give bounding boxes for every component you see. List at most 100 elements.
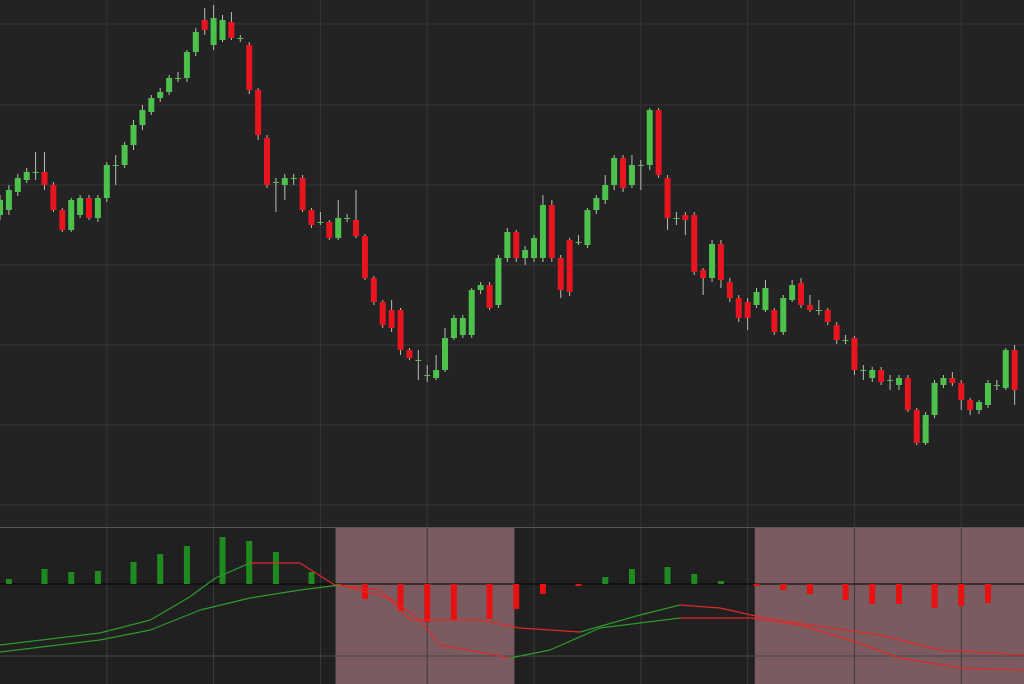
candle-body	[806, 305, 813, 310]
shaded-range	[754, 528, 1024, 684]
candle-body	[993, 385, 1000, 386]
candle-body	[103, 165, 110, 198]
indicator-line	[439, 644, 480, 653]
candle-body	[335, 218, 342, 238]
histogram-bar	[424, 584, 431, 622]
histogram-bar	[869, 584, 876, 604]
candle-body	[442, 338, 449, 370]
indicator-line	[849, 639, 901, 659]
candle-body	[531, 238, 538, 258]
candle-body	[780, 298, 787, 332]
histogram-bar	[780, 584, 787, 590]
indicator-line	[189, 577, 216, 598]
histogram-bar	[308, 572, 315, 584]
indicator-line	[200, 597, 251, 611]
candle-body	[32, 172, 39, 173]
histogram-bar	[486, 584, 493, 619]
candle-body	[575, 242, 582, 243]
candle-body	[602, 185, 609, 200]
candle-body	[415, 360, 422, 361]
histogram-bar	[895, 584, 902, 604]
histogram-bar	[575, 584, 582, 586]
indicator-line	[299, 584, 341, 591]
candle-body	[317, 222, 324, 223]
indicator-line	[760, 616, 811, 626]
candle-body	[192, 32, 199, 52]
histogram-bar	[664, 567, 671, 584]
histogram-bar	[246, 541, 253, 584]
candle-body	[326, 222, 333, 238]
candle-body	[735, 298, 742, 318]
candle-body	[673, 218, 680, 219]
candle-body	[931, 383, 938, 415]
candle-body	[904, 378, 911, 410]
candle-body	[264, 138, 271, 185]
candle-body	[468, 290, 475, 335]
indicator-line	[799, 624, 851, 641]
histogram-bar	[157, 554, 164, 584]
candle-body	[281, 178, 288, 185]
candle-body	[424, 375, 431, 376]
candle-body	[41, 172, 48, 185]
candle-body	[851, 338, 858, 370]
candle-body	[139, 110, 146, 125]
histogram-bar	[753, 584, 760, 586]
candle-body	[495, 258, 502, 305]
candle-body	[290, 178, 297, 179]
candle-body	[121, 145, 128, 165]
candle-body	[23, 172, 30, 180]
candle-body	[210, 18, 217, 45]
candle-body	[14, 178, 21, 192]
histogram-bar	[219, 537, 226, 584]
candle-body	[646, 110, 653, 165]
candle-body	[0, 200, 3, 215]
candle-body	[450, 318, 457, 338]
candle-body	[620, 158, 627, 188]
histogram-bar	[94, 571, 101, 584]
histogram-bar	[717, 581, 724, 584]
candle-body	[789, 285, 796, 300]
indicator-line	[719, 607, 761, 618]
candle-body	[361, 236, 368, 278]
indicator-line	[215, 562, 251, 579]
candle-body	[112, 165, 119, 166]
candle-body	[175, 78, 182, 79]
candle-body	[433, 370, 440, 378]
candle-body	[59, 210, 66, 230]
candle-body	[593, 198, 600, 210]
candle-body	[584, 210, 591, 245]
candle-body	[344, 218, 351, 219]
candle-body	[798, 283, 805, 305]
indicator-line	[580, 614, 641, 633]
candle-body	[255, 90, 262, 135]
candle-body	[833, 325, 840, 340]
candle-body	[94, 198, 101, 218]
candle-body	[130, 125, 137, 145]
histogram-bar	[272, 552, 279, 584]
candle-body	[157, 92, 164, 98]
indicator-line	[519, 627, 581, 633]
indicator-line	[0, 639, 100, 653]
candle-body	[513, 232, 520, 258]
indicator-line	[809, 624, 881, 636]
candle-body	[717, 244, 724, 280]
indicator-line	[299, 562, 335, 586]
histogram-bar	[513, 584, 520, 609]
candle-body	[958, 383, 965, 400]
candle-body	[522, 250, 529, 258]
candle-body	[984, 383, 991, 405]
candle-body	[477, 285, 484, 290]
histogram-bar	[183, 546, 190, 584]
candle-body	[504, 232, 511, 258]
candle-body	[895, 378, 902, 385]
candle-body	[5, 190, 12, 210]
histogram-bar	[397, 584, 404, 611]
indicator-line	[99, 629, 151, 641]
candle-body	[637, 165, 644, 166]
candle-body	[406, 350, 413, 358]
candle-body	[887, 380, 894, 381]
indicator-line	[99, 619, 151, 634]
candle-body	[308, 210, 315, 225]
candle-body	[539, 205, 546, 258]
